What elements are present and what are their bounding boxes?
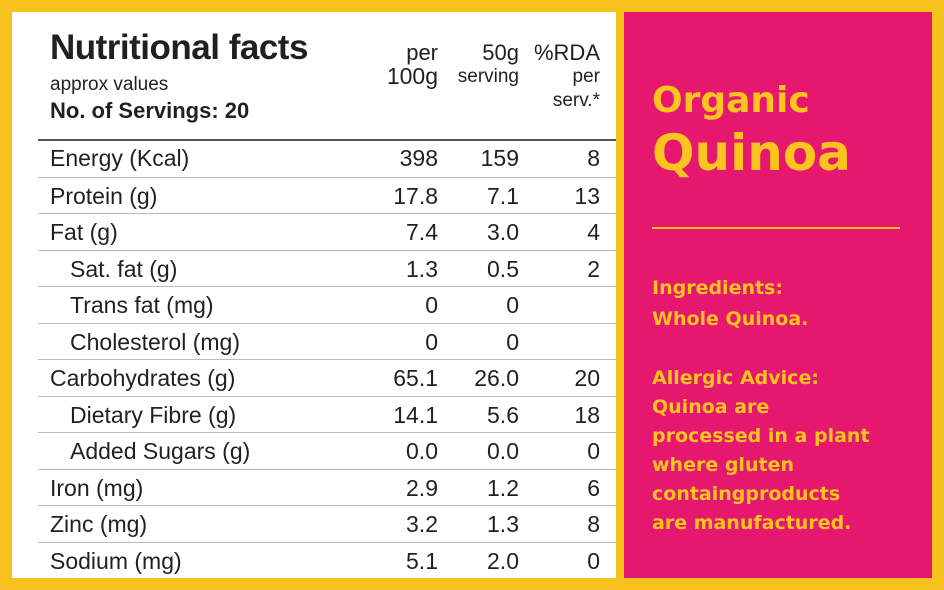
divider: [652, 227, 900, 229]
column-header: serv.*: [552, 90, 600, 111]
header-rule: [38, 139, 616, 141]
nutrient-label: Protein (g): [50, 182, 158, 209]
nutrient-value: 0: [506, 292, 519, 318]
nutrient-value: 8: [587, 145, 600, 171]
table-row: Iron (mg) 2.9 1.2 6: [38, 468, 616, 506]
nutrient-label: Trans fat (mg): [70, 292, 214, 318]
nutrient-value: 14.1: [393, 401, 438, 428]
column-header: per: [572, 66, 600, 87]
nutrient-value: 17.8: [393, 182, 438, 209]
allergy-text: where gluten: [652, 454, 794, 476]
nutrient-label: Carbohydrates (g): [50, 365, 236, 391]
table-row: Zinc (mg) 3.2 1.3 8: [38, 505, 616, 542]
allergy-text: are manufactured.: [652, 512, 852, 534]
nutrient-label: Zinc (mg): [50, 511, 148, 537]
nutrient-value: 5.6: [487, 401, 519, 428]
nutrient-value: 0.0: [406, 438, 438, 464]
nutrient-value: 7.4: [406, 219, 438, 245]
nutrient-value: 3.2: [406, 511, 438, 537]
nutrient-value: 13: [574, 182, 600, 209]
nutrient-label: Sodium (mg): [50, 547, 182, 574]
nutrient-label: Energy (Kcal): [50, 145, 190, 171]
column-header: serving: [457, 66, 519, 87]
title: Nutritional facts: [50, 28, 308, 67]
nutrient-value: 7.1: [487, 182, 519, 209]
servings: No. of Servings: 20: [50, 98, 250, 123]
allergy-heading: Allergic Advice:: [652, 367, 819, 389]
nutrient-value: 6: [587, 474, 600, 501]
ingredients-text: Whole Quinoa.: [652, 308, 809, 330]
product-line: Organic: [652, 80, 810, 121]
nutrient-value: 2.9: [406, 474, 438, 501]
subtitle: approx values: [50, 74, 169, 95]
column-header: 50g: [482, 40, 519, 65]
nutrient-label: Fat (g): [50, 219, 118, 245]
nutrient-value: 0: [587, 547, 600, 574]
nutrient-label: Dietary Fibre (g): [70, 401, 237, 428]
table-row: Cholesterol (mg) 0 0: [38, 322, 616, 360]
table-row: Trans fat (mg) 0 0: [38, 286, 616, 323]
table-row: Sat. fat (g) 1.3 0.5 2: [38, 249, 616, 287]
nutrient-value: 20: [574, 365, 600, 391]
nutrient-value: 0: [587, 438, 600, 464]
nutrient-value: 4: [587, 219, 600, 245]
allergy-text: processed in a plant: [652, 425, 870, 447]
nutrient-label: Sat. fat (g): [70, 255, 178, 282]
nutrient-value: 2: [587, 255, 600, 282]
product-name: Quinoa: [652, 124, 851, 182]
nutrient-value: 0: [425, 328, 438, 355]
column-header: per: [406, 40, 438, 65]
product-panel: Organic Quinoa Ingredients: Whole Quinoa…: [624, 12, 932, 578]
table-row: Carbohydrates (g) 65.1 26.0 20: [38, 359, 616, 396]
nutrient-value: 18: [574, 401, 600, 428]
table-row: Fat (g) 7.4 3.0 4: [38, 213, 616, 250]
allergy-text: containgproducts: [652, 483, 841, 505]
nutrient-value: 2.0: [487, 547, 519, 574]
nutrient-label: Cholesterol (mg): [70, 328, 240, 355]
nutrient-label: Iron (mg): [50, 474, 144, 501]
nutrient-label: Added Sugars (g): [70, 438, 251, 464]
nutrient-value: 0: [506, 328, 519, 355]
column-header: %RDA: [533, 40, 600, 65]
nutrient-value: 5.1: [406, 547, 438, 574]
allergy-text: Quinoa are: [652, 396, 770, 418]
table-row: Protein (g) 17.8 7.1 13: [38, 176, 616, 214]
nutrient-value: 0.5: [487, 255, 519, 282]
table-row: Dietary Fibre (g) 14.1 5.6 18: [38, 395, 616, 433]
nutrient-value: 0.0: [487, 438, 519, 464]
nutrient-value: 1.3: [406, 255, 438, 282]
nutrient-value: 398: [399, 145, 438, 171]
column-header: 100g: [386, 63, 438, 89]
nutrition-panel: Nutritional facts approx values No. of S…: [12, 12, 616, 578]
nutrient-value: 0: [425, 292, 438, 318]
nutrient-value: 159: [480, 145, 519, 171]
nutrient-value: 3.0: [487, 219, 519, 245]
table-row: Sodium (mg) 5.1 2.0 0: [38, 541, 616, 579]
nutrient-value: 26.0: [474, 365, 519, 391]
ingredients-heading: Ingredients:: [652, 277, 783, 299]
nutrient-value: 1.3: [487, 511, 519, 537]
nutrient-value: 8: [587, 511, 600, 537]
table-row: Energy (Kcal) 398 159 8: [38, 140, 616, 176]
nutrient-value: 65.1: [393, 365, 438, 391]
nutrient-value: 1.2: [487, 474, 519, 501]
table-row: Added Sugars (g) 0.0 0.0 0: [38, 432, 616, 469]
